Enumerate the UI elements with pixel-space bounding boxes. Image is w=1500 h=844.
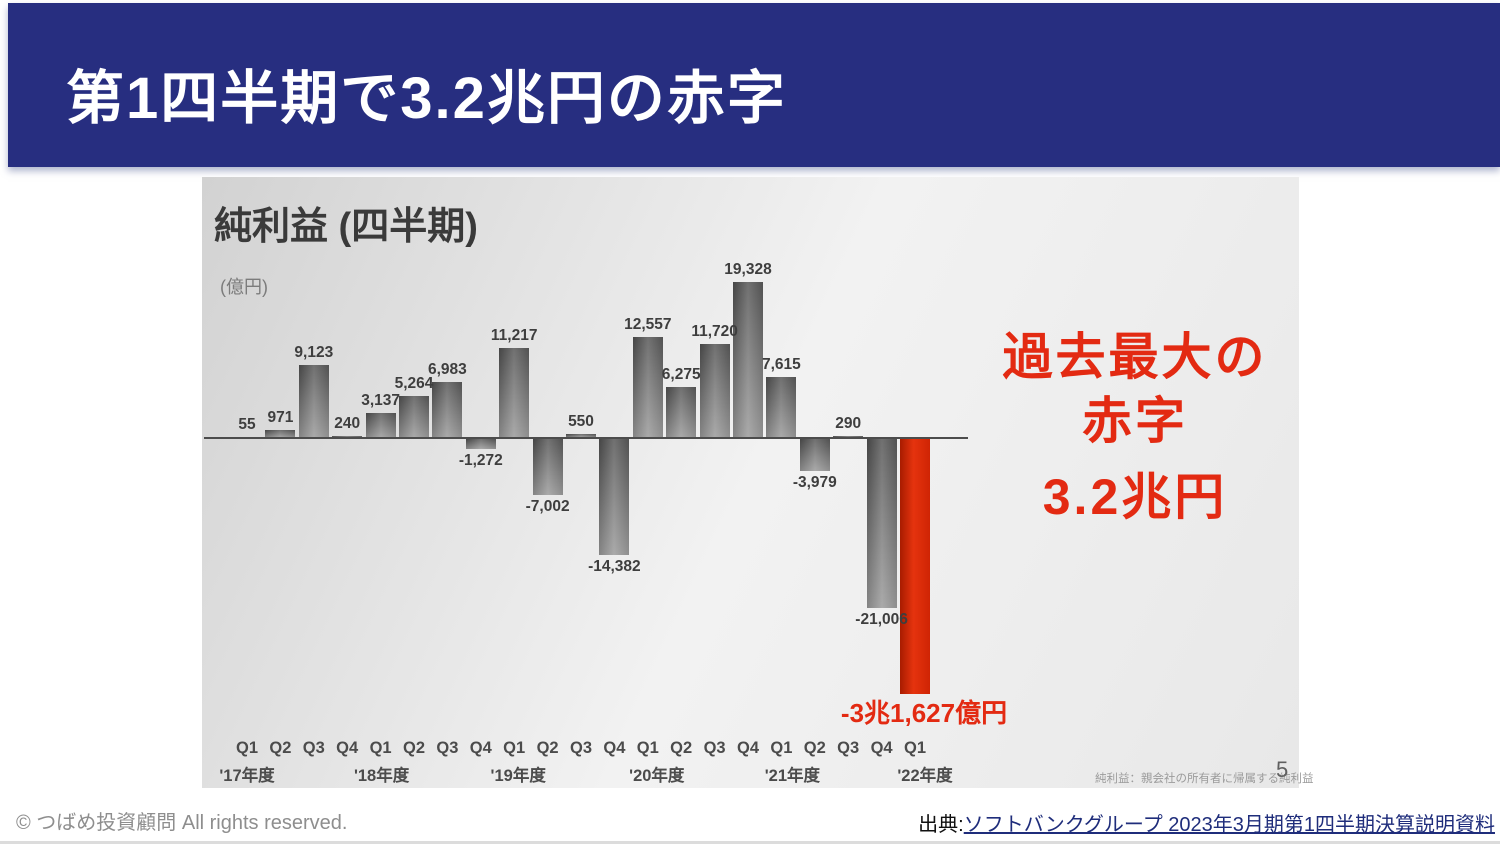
callout-line-1: 過去最大の (1002, 329, 1268, 385)
bar (599, 439, 630, 555)
highlight-value-label: -3兆1,627億円 (840, 698, 1008, 728)
x-axis-year-label: '22年度 (897, 767, 953, 785)
bar (866, 439, 897, 609)
x-axis-year-label: '21年度 (764, 767, 821, 785)
bar (265, 430, 296, 438)
bar-value-label: 290 (835, 414, 862, 432)
chart-image: 純利益 (四半期) (億円) 55 Q1 971 Q2 9,123 Q3 240 Q4 3,13… (202, 177, 1314, 788)
bar-value-label: 3,137 (361, 391, 400, 409)
bar (699, 343, 730, 438)
bar (733, 282, 763, 438)
bar (465, 439, 496, 450)
x-axis-quarter-label: Q1 (235, 739, 259, 757)
x-axis-year-label: '20年度 (629, 767, 685, 785)
callout-line-2: 赤字 (1082, 393, 1188, 449)
bar-value-label: -14,382 (588, 557, 641, 575)
x-axis-quarter-label: Q1 (369, 739, 392, 757)
bar (399, 395, 429, 438)
bar (766, 376, 797, 438)
bar-value-label: -3,979 (792, 474, 837, 492)
x-axis-quarter-label: Q2 (670, 739, 693, 757)
chart-footnote: 純利益：親会社の所有者に帰属する純利益 (1095, 773, 1314, 785)
bar-highlight (900, 439, 930, 694)
bar-value-label: 5,264 (394, 374, 434, 392)
x-axis-quarter-label: Q1 (903, 739, 927, 757)
x-axis-quarter-label: Q3 (436, 739, 459, 757)
bar-value-label: 19,328 (724, 261, 772, 279)
chart-unit-label: (億円) (220, 277, 268, 297)
header-banner: 第1四半期で3.2兆円の赤字 (8, 3, 1500, 167)
bar-value-label: 11,217 (490, 326, 538, 344)
x-axis-quarter-label: Q4 (870, 739, 893, 757)
x-axis-quarter-label: Q4 (736, 739, 760, 757)
bar-value-label: 12,557 (624, 315, 672, 333)
x-axis-quarter-label: Q4 (336, 739, 359, 757)
page-title: 第1四半期で3.2兆円の赤字 (66, 66, 787, 131)
copyright-text: © つばめ投資顧問 All rights reserved. (16, 812, 348, 834)
bar-value-label: 7,615 (761, 355, 801, 373)
bar (666, 387, 697, 438)
x-axis-quarter-label: Q3 (703, 739, 726, 757)
bar-value-label: 6,275 (661, 366, 701, 384)
source-link[interactable]: ソフトバンクグループ 2023年3月期第1四半期決算説明資料 (963, 814, 1495, 836)
x-axis-quarter-label: Q2 (269, 739, 292, 757)
bar (632, 336, 663, 438)
x-axis-quarter-label: Q2 (803, 739, 826, 757)
slide-page-number: 5 (1276, 757, 1289, 782)
bar (532, 439, 563, 496)
x-axis-year-label: '19年度 (490, 767, 546, 785)
bar (799, 439, 830, 472)
bar (365, 412, 396, 438)
x-axis-line (204, 437, 968, 439)
bar-value-label: 971 (267, 409, 294, 427)
x-axis-year-label: '17年度 (219, 767, 275, 785)
bar-value-label: -7,002 (525, 498, 570, 516)
bar-value-label: 11,720 (691, 322, 738, 340)
x-axis-year-label: '18年度 (353, 767, 410, 785)
bar (298, 364, 329, 438)
bar (432, 381, 463, 438)
bar-value-label: -21,006 (855, 611, 908, 629)
x-axis-quarter-label: Q1 (770, 739, 793, 757)
x-axis-quarter-label: Q4 (469, 739, 492, 757)
x-axis-quarter-label: Q3 (569, 739, 593, 757)
bar-value-label: 6,983 (427, 360, 467, 378)
bar-value-label: 240 (334, 415, 361, 433)
x-axis-quarter-label: Q1 (503, 739, 526, 757)
chart-title: 純利益 (四半期) (214, 206, 478, 248)
bar-value-label: -1,272 (458, 452, 503, 470)
x-axis-quarter-label: Q3 (302, 739, 325, 757)
bottom-edge-line (0, 841, 1500, 844)
bar (499, 347, 530, 438)
source-line: 出典:ソフトバンクグループ 2023年3月期第1四半期決算説明資料 (918, 808, 1495, 837)
source-prefix: 出典: (918, 814, 964, 836)
x-axis-quarter-label: Q2 (536, 739, 559, 757)
bar-value-label: 55 (238, 416, 256, 433)
bar (566, 433, 596, 438)
bar-value-label: 550 (568, 412, 594, 430)
x-axis-quarter-label: Q2 (402, 739, 426, 757)
bar (833, 435, 864, 438)
x-axis-quarter-label: Q3 (837, 739, 860, 757)
x-axis-quarter-label: Q4 (603, 739, 626, 757)
bar-value-label: 9,123 (294, 343, 334, 361)
x-axis-quarter-label: Q1 (636, 739, 659, 757)
callout-line-3: 3.2兆円 (1042, 469, 1228, 525)
